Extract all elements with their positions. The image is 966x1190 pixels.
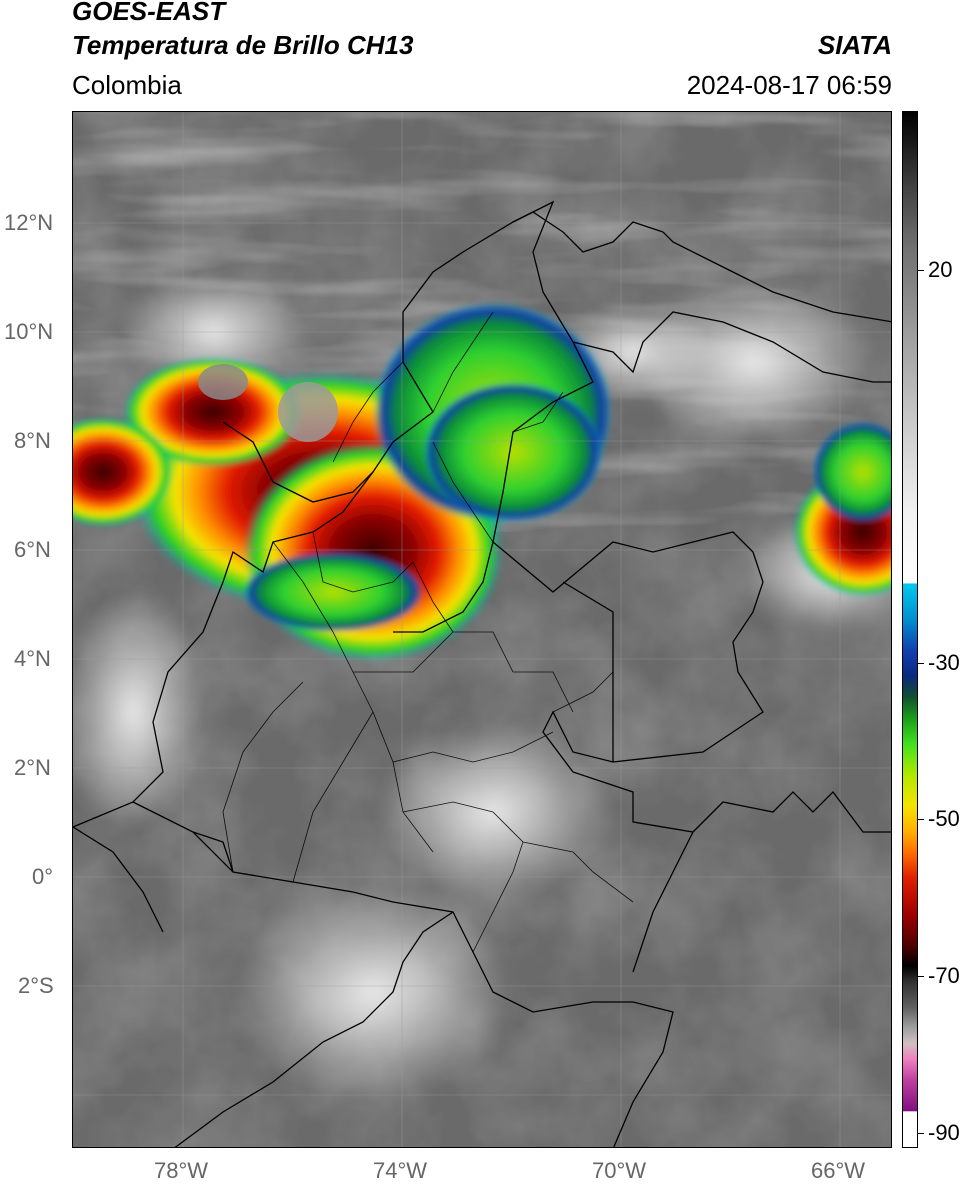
colorbar-tick — [918, 270, 924, 271]
satellite-title: GOES-EAST — [72, 0, 226, 26]
lon-label: 78°W — [154, 1158, 209, 1183]
lat-label: 0° — [32, 864, 54, 889]
region-label: Colombia — [72, 70, 182, 100]
lat-label: 2°N — [14, 755, 51, 780]
colorbar-tick — [918, 663, 924, 664]
lon-label: 66°W — [811, 1158, 866, 1183]
colorbar-label: -30 — [928, 650, 960, 675]
product-title: Temperatura de Brillo CH13 — [72, 30, 414, 60]
lat-label: 12°N — [4, 210, 54, 235]
colorbar-tick — [918, 976, 924, 977]
colorbar-tick — [918, 1133, 924, 1134]
lat-label: 8°N — [14, 428, 51, 453]
colorbar-label: -50 — [928, 806, 960, 831]
map-image — [73, 112, 891, 1147]
colorbar-label: -90 — [928, 1120, 960, 1145]
admin-borders — [222, 311, 634, 953]
satellite-map[interactable] — [72, 111, 892, 1148]
colorbar — [902, 111, 918, 1148]
colorbar-tick — [918, 819, 924, 820]
country-borders — [73, 200, 891, 1147]
lat-label: 2°S — [18, 973, 54, 998]
brand-label: SIATA — [817, 30, 892, 60]
lat-label: 6°N — [14, 537, 51, 562]
lat-label: 4°N — [14, 646, 51, 671]
lon-label: 70°W — [592, 1158, 647, 1183]
colorbar-label: -70 — [928, 963, 960, 988]
lat-label: 10°N — [4, 319, 54, 344]
graticule — [73, 112, 891, 1147]
timestamp-label: 2024-08-17 06:59 — [686, 70, 892, 100]
lon-label: 74°W — [373, 1158, 428, 1183]
colorbar-label: 20 — [928, 257, 953, 282]
